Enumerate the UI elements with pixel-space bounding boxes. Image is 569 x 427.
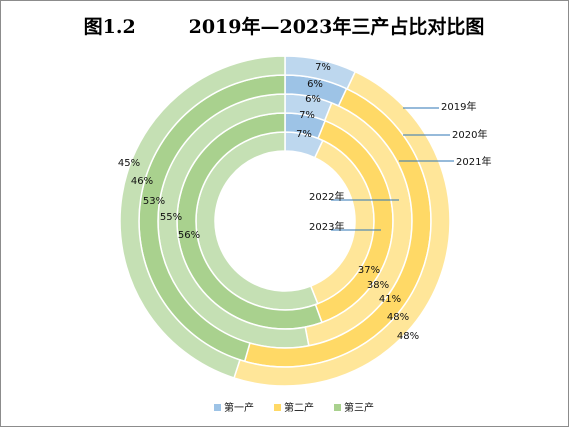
data-label-tertiary-4: 56% [178,230,200,241]
legend-swatch-第一产 [214,404,221,411]
legend-label-第三产: 第三产 [344,401,374,414]
data-label-primary-1: 6% [307,79,323,90]
label-group: 7% 6% 6% 7% 7% 37% 38% 41% 48% 48% 45% 46% 53% 55% 56%… [118,62,492,342]
data-label-tertiary-2: 53% [143,196,165,207]
data-label-primary-2: 6% [305,94,321,105]
data-label-secondary-3: 48% [387,312,409,323]
year-label-2023年: 2023年 [309,220,344,233]
data-label-secondary-1: 38% [367,280,389,291]
data-label-tertiary-1: 46% [131,176,153,187]
legend-label-第二产: 第二产 [284,401,314,414]
year-label-2021年: 2021年 [456,155,491,168]
data-label-secondary-2: 41% [379,294,401,305]
data-label-secondary-4: 48% [397,331,419,342]
year-label-2022年: 2022年 [309,190,344,203]
year-label-2020年: 2020年 [452,128,487,141]
year-label-2019年: 2019年 [441,100,476,113]
legend: 第一产 第二产 第三产 [214,401,374,414]
legend-label-第一产: 第一产 [224,401,254,414]
chart-title: 图1.2 2019年—2023年三产占比对比图 [84,15,485,38]
data-label-primary-4: 7% [296,129,312,140]
ring-segment-2023年-第三产 [119,55,286,379]
data-label-secondary-0: 37% [358,265,380,276]
legend-swatch-第三产 [334,404,341,411]
data-label-tertiary-0: 45% [118,158,140,169]
ring-group [119,55,451,387]
legend-swatch-第二产 [274,404,281,411]
data-label-primary-0: 7% [315,62,331,73]
data-label-primary-3: 7% [299,110,315,121]
data-label-tertiary-3: 55% [160,212,182,223]
